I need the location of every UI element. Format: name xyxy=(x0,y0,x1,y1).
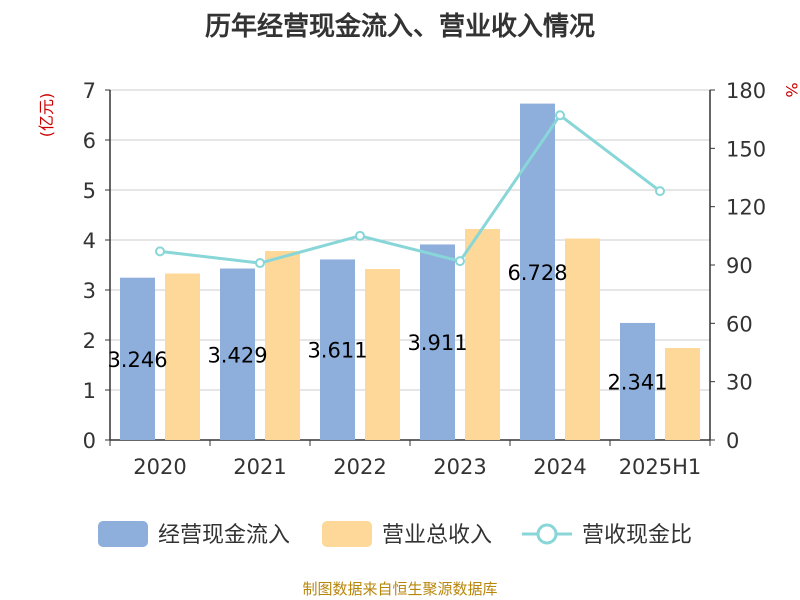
bar-revenue xyxy=(665,348,700,440)
left-axis-unit: (亿元) xyxy=(37,93,56,138)
bar-revenue xyxy=(165,273,200,440)
left-tick-label: 5 xyxy=(83,179,96,203)
legend-label-ratio: 营收现金比 xyxy=(582,523,692,548)
right-tick-label: 90 xyxy=(726,254,753,278)
x-tick-label: 2022 xyxy=(333,455,386,479)
data-label-cash: 6.728 xyxy=(507,261,567,285)
bar-cash-inflow xyxy=(120,277,155,440)
ratio-point xyxy=(255,258,265,269)
left-tick-label: 0 xyxy=(83,429,96,453)
right-tick-label: 120 xyxy=(726,196,766,220)
ratio-line-path xyxy=(159,113,661,265)
right-tick-label: 150 xyxy=(726,137,766,161)
bar-cash-inflow xyxy=(220,268,255,440)
data-label-cash: 3.611 xyxy=(307,339,367,363)
left-tick-label: 3 xyxy=(83,279,96,303)
data-label-cash: 3.429 xyxy=(207,343,267,367)
bar-cash-inflow xyxy=(520,103,555,440)
chart-title: 历年经营现金流入、营业收入情况 xyxy=(204,12,595,42)
left-tick-label: 7 xyxy=(83,79,96,103)
right-tick-label: 30 xyxy=(726,371,753,395)
axes: 0 1 2 3 4 5 6 7 0 30 60 90 120 150 180 (亿元)% 2020 2021 202… xyxy=(37,79,800,479)
ratio-point xyxy=(355,230,365,241)
right-axis-unit: % xyxy=(782,82,800,97)
ratio-point xyxy=(555,110,565,121)
legend-swatch-revenue xyxy=(322,521,372,547)
bar-cash-inflow xyxy=(620,322,655,440)
data-label-cash: 2.341 xyxy=(607,370,667,394)
x-tick-label: 2025H1 xyxy=(619,455,702,479)
legend-label-cash: 经营现金流入 xyxy=(158,523,290,548)
right-tick-label: 0 xyxy=(726,429,739,453)
data-labels: 3.246 3.429 3.611 3.911 6.728 2.341 xyxy=(107,261,667,395)
legend-label-revenue: 营业总收入 xyxy=(382,523,492,548)
bar-revenue xyxy=(565,238,600,440)
data-label-cash: 3.246 xyxy=(107,348,167,372)
x-tick-label: 2023 xyxy=(433,455,486,479)
ratio-point xyxy=(655,186,665,197)
ratio-point xyxy=(455,256,465,267)
x-tick-label: 2024 xyxy=(533,455,586,479)
bar-cash-inflow xyxy=(320,259,355,440)
left-tick-label: 4 xyxy=(83,229,96,253)
x-tick-label: 2020 xyxy=(133,455,186,479)
right-tick-label: 60 xyxy=(726,312,753,336)
source-note: 制图数据来自恒生聚源数据库 xyxy=(302,580,498,598)
bar-revenue xyxy=(265,251,300,440)
x-tick-label: 2021 xyxy=(233,455,286,479)
data-label-cash: 3.911 xyxy=(407,331,467,355)
right-tick-label: 180 xyxy=(726,79,766,103)
bars xyxy=(120,103,700,440)
bar-revenue xyxy=(465,229,500,440)
bar-cash-inflow xyxy=(420,244,455,440)
bar-revenue xyxy=(365,269,400,440)
legend-swatch-cash xyxy=(98,521,148,547)
left-tick-label: 1 xyxy=(83,379,96,403)
ratio-line xyxy=(155,110,665,269)
grid-lines xyxy=(110,89,710,391)
legend-swatch-ratio-marker xyxy=(536,523,558,545)
left-tick-label: 2 xyxy=(83,329,96,353)
legend: 经营现金流入 营业总收入 营收现金比 xyxy=(98,521,692,548)
left-tick-label: 6 xyxy=(83,129,96,153)
ratio-point xyxy=(155,246,165,257)
